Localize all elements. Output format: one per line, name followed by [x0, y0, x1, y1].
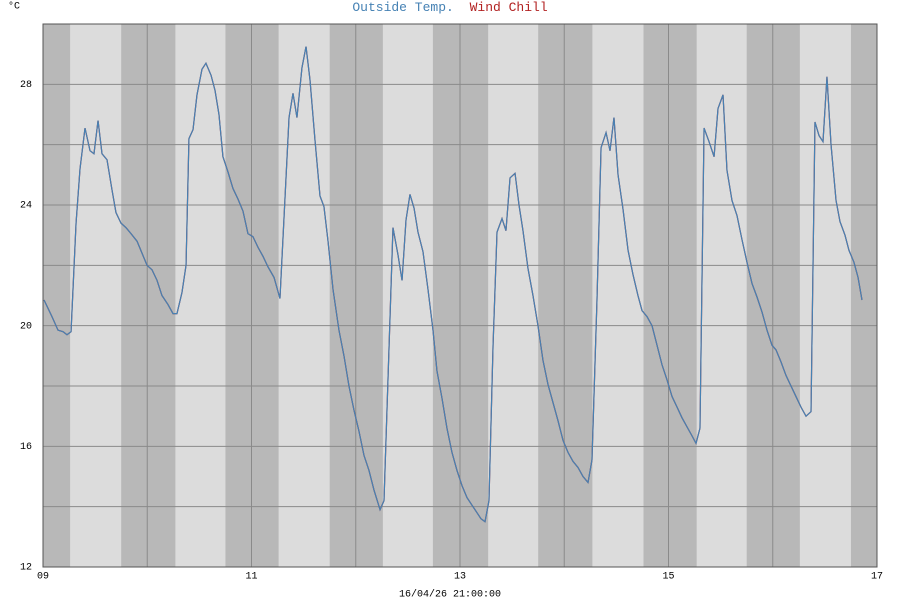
- daylight-band: [70, 24, 122, 567]
- daylight-band: [278, 24, 330, 567]
- legend-entry: Wind Chill: [470, 0, 548, 15]
- daylight-band: [488, 24, 539, 567]
- x-tick-label: 13: [454, 572, 466, 583]
- x-tick-label: 11: [245, 572, 257, 583]
- y-tick-label: 28: [20, 80, 32, 91]
- x-tick-label: 09: [37, 572, 49, 583]
- daylight-band: [799, 24, 851, 567]
- y-axis-label: °C: [8, 1, 20, 13]
- legend-entry: Outside Temp.: [352, 0, 453, 15]
- plot-frame: [42, 23, 878, 568]
- y-tick-label: 24: [20, 201, 32, 212]
- x-tick-label: 15: [662, 572, 674, 583]
- daylight-band: [592, 24, 644, 567]
- daylight-band: [175, 24, 226, 567]
- x-axis-label: 16/04/26 21:00:00: [399, 589, 501, 600]
- y-tick-label: 20: [20, 321, 32, 332]
- line-series: [43, 46, 863, 523]
- y-tick-label: 16: [20, 442, 32, 453]
- x-tick-label: 17: [871, 572, 883, 583]
- daylight-band: [696, 24, 747, 567]
- y-tick-label: 12: [20, 563, 32, 574]
- legend: Outside Temp. Wind Chill: [352, 0, 547, 15]
